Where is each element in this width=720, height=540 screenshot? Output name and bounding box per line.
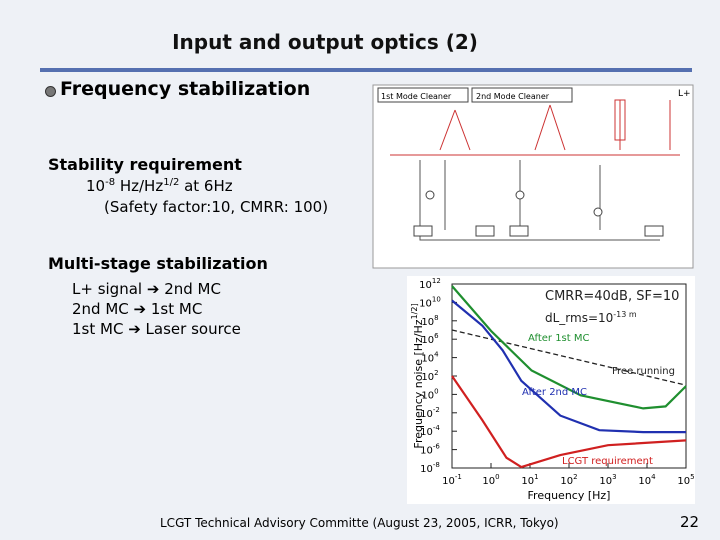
- item: 1st MC ➔ Laser source: [72, 320, 241, 338]
- annotation: CMRR=40dB, SF=10: [545, 289, 679, 304]
- y-tick-label: 10^12: [419, 277, 441, 291]
- node: [425, 190, 435, 200]
- wire: [419, 160, 660, 241]
- annotation: After 1st MC: [528, 333, 589, 344]
- item: 2nd MC ➔ 1st MC: [72, 300, 202, 318]
- title-rule: [40, 68, 692, 72]
- x-axis-label: Frequency [Hz]: [528, 489, 611, 502]
- diagram-label: L+: [678, 89, 691, 99]
- page-number: 22: [680, 513, 700, 531]
- diagram-label: 2nd Mode Cleaner: [476, 92, 550, 101]
- y-tick-label: 10^6: [421, 332, 439, 346]
- heading: Multi-stage stabilization: [48, 254, 268, 273]
- series-line: [451, 329, 687, 386]
- y-tick-label: 10^-2: [420, 406, 440, 420]
- annotation: After 2nd MC: [522, 387, 587, 398]
- box: [475, 225, 495, 237]
- bullet-text: Frequency stabilization: [60, 78, 311, 100]
- item: L+ signal ➔ 2nd MC: [72, 280, 221, 298]
- box: [644, 225, 664, 237]
- mirror: [614, 99, 626, 141]
- beam: [439, 104, 566, 151]
- y-tick-label: 10^8: [421, 314, 438, 328]
- text: 10: [86, 177, 106, 195]
- text: 1/2: [163, 177, 180, 188]
- x-tick-label: 10^-1: [442, 473, 462, 487]
- beam: [390, 100, 680, 156]
- y-axis-label: Frequency noise [Hz/Hz^1/2]: [410, 303, 425, 448]
- text: Hz/Hz: [115, 177, 164, 195]
- y-tick-label: 10^-6: [420, 443, 440, 457]
- box: [471, 87, 573, 103]
- bullet-icon: [45, 86, 56, 97]
- text: 1st MC: [150, 300, 203, 318]
- y-tick-label: 10^2: [421, 369, 438, 383]
- y-tick-label: 10^-4: [420, 424, 440, 438]
- requirement: 10-8 Hz/Hz1/2 at 6Hz: [86, 177, 233, 195]
- arrow-icon: ➔: [123, 320, 146, 338]
- y-tick-label: 10^10: [419, 295, 441, 309]
- text: 2nd MC: [164, 280, 221, 298]
- text: -8: [105, 177, 116, 188]
- arrow-icon: ➔: [142, 280, 165, 298]
- y-tick-label: 10^4: [421, 351, 439, 365]
- text: Laser source: [145, 320, 241, 338]
- series-line: [451, 285, 687, 410]
- note: (Safety factor:10, CMRR: 100): [104, 198, 329, 216]
- node: [593, 207, 603, 217]
- heading: Stability requirement: [48, 155, 242, 174]
- box: [509, 225, 529, 237]
- x-tick-label: 10^1: [521, 473, 538, 487]
- diagram-frame: [372, 84, 694, 269]
- text: at 6Hz: [179, 177, 233, 195]
- series-line: [451, 375, 687, 469]
- box: [413, 225, 433, 237]
- node: [515, 190, 525, 200]
- diagram-label: 1st Mode Cleaner: [381, 92, 452, 101]
- x-tick-label: 10^4: [638, 473, 656, 487]
- arrow-icon: ➔: [128, 300, 151, 318]
- annotation: Free running: [612, 366, 675, 377]
- text: 1st MC: [72, 320, 124, 338]
- chart: 10^-1 10^0 10^1 10^2 10^3 10^4 10^5 10^-8 10^-6 1…: [410, 277, 695, 502]
- x-tick-label: 10^3: [599, 473, 616, 487]
- x-tick-label: 10^0: [482, 473, 499, 487]
- annotation: dL_rms=10^-13 m: [545, 310, 637, 325]
- y-tick-label: 10^0: [421, 387, 438, 401]
- box: [377, 87, 469, 103]
- text: 2nd MC: [72, 300, 129, 318]
- series-line: [451, 299, 686, 434]
- footer: LCGT Technical Advisory Committe (August…: [160, 516, 559, 530]
- x-tick-label: 10^2: [560, 473, 577, 487]
- slide-title: Input and output optics (2): [172, 30, 478, 54]
- text: L+ signal: [72, 280, 143, 298]
- annotation: LCGT requirement: [562, 456, 653, 467]
- optics-diagram: 1st Mode Cleaner 2nd Mode Cleaner L+: [372, 84, 694, 269]
- x-tick-label: 10^5: [677, 473, 694, 487]
- y-tick-label: 10^-8: [420, 461, 440, 475]
